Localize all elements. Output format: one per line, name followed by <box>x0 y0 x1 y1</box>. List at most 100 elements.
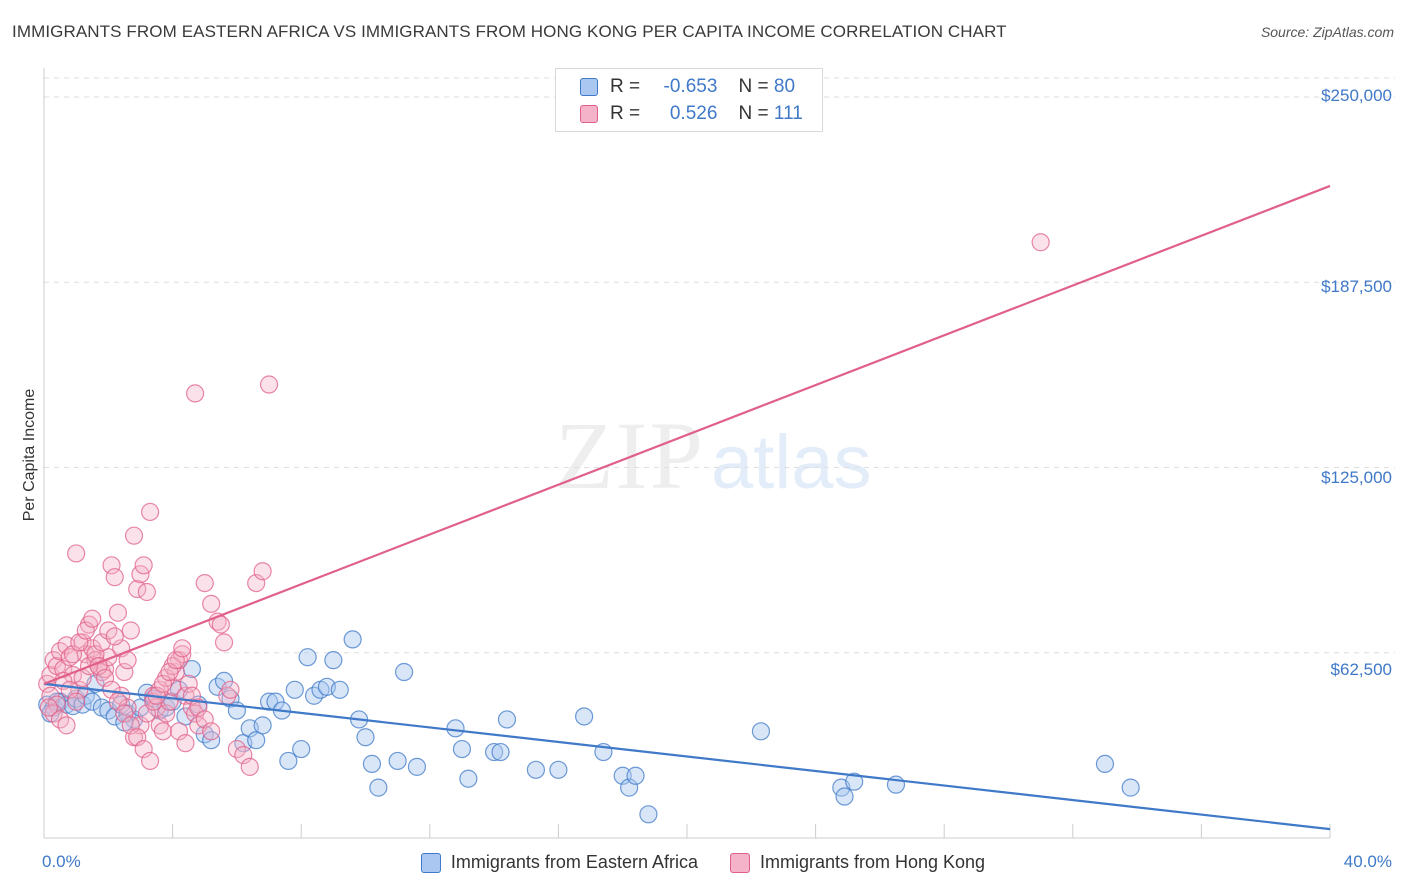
legend-n-value: 111 <box>773 103 803 124</box>
hong-kong-point <box>202 722 221 741</box>
eastern-africa-point <box>845 772 864 791</box>
eastern-africa-point <box>1121 778 1140 797</box>
hong-kong-point <box>166 651 185 670</box>
legend-n-value: 80 <box>773 76 796 97</box>
watermark-atlas: atlas <box>711 420 872 505</box>
hong-kong-point <box>57 716 76 735</box>
hong-kong-point <box>140 751 160 771</box>
legend-row-hong-kong: R = 0.526 N = 111 <box>580 102 803 126</box>
eastern-africa-point <box>497 710 517 729</box>
legend-r-label: R = <box>610 103 641 124</box>
eastern-africa-point <box>343 630 362 649</box>
hong-kong-point <box>76 621 95 640</box>
hong-kong-point <box>179 674 198 693</box>
eastern-africa-point <box>279 751 298 771</box>
hong-kong-point <box>186 384 205 403</box>
eastern-africa-point <box>452 739 472 759</box>
eastern-africa-point <box>285 680 304 699</box>
hong-kong-point <box>234 745 253 765</box>
hong-kong-point <box>70 633 89 652</box>
series-legend-eastern-africa[interactable]: Immigrants from Eastern Africa <box>420 852 698 873</box>
y-tick-125000: $125,000 <box>1321 468 1392 487</box>
eastern-africa-point <box>526 760 545 779</box>
hong-kong-point <box>67 692 86 711</box>
hong-kong-point <box>253 562 272 581</box>
eastern-africa-point <box>446 719 465 738</box>
eastern-africa-point <box>394 662 414 682</box>
legend-n-label: N = <box>738 103 769 124</box>
hong-kong-point <box>259 375 279 394</box>
eastern-africa-point <box>620 778 639 797</box>
hong-kong-point <box>153 722 173 741</box>
hong-kong-point <box>86 645 105 664</box>
eastern-africa-point <box>214 671 234 691</box>
hong-kong-point <box>95 668 115 688</box>
hong-kong-point <box>39 698 58 717</box>
series-legend-label: Immigrants from Hong Kong <box>759 852 986 872</box>
hong-kong-point <box>189 698 208 717</box>
legend-swatch-blue <box>580 78 598 96</box>
eastern-africa-point <box>639 805 658 824</box>
eastern-africa-point <box>835 787 854 806</box>
legend-n-label: N = <box>738 76 769 97</box>
series-legend-label: Immigrants from Eastern Africa <box>450 852 698 872</box>
eastern-africa-point <box>292 739 311 759</box>
hong-kong-point <box>102 556 121 575</box>
series-swatch-blue <box>420 852 441 873</box>
watermark-zip: ZIP <box>555 402 705 509</box>
hong-kong-point <box>153 674 173 693</box>
eastern-africa-point <box>626 766 645 785</box>
hong-kong-point <box>134 739 153 759</box>
eastern-africa-point <box>298 648 317 667</box>
y-axis-label: Per Capita Income <box>21 388 38 522</box>
chart-title: IMMIGRANTS FROM EASTERN AFRICA VS IMMIGR… <box>12 22 1007 41</box>
series-swatch-pink <box>729 852 750 873</box>
hong-kong-point <box>195 573 214 593</box>
hong-kong-point <box>115 662 134 682</box>
hong-kong-point <box>121 621 140 640</box>
eastern-africa-point <box>575 707 594 726</box>
eastern-africa-point <box>324 651 343 670</box>
y-tick-187500: $187,500 <box>1321 277 1392 296</box>
hong-kong-point <box>131 716 150 735</box>
eastern-africa-point <box>83 692 102 711</box>
eastern-africa-point <box>356 728 375 747</box>
eastern-africa-point <box>751 722 771 741</box>
legend-r-label: R = <box>610 76 641 97</box>
eastern-africa-point <box>491 742 510 762</box>
hong-kong-point <box>247 573 266 593</box>
hong-kong-point <box>105 568 124 587</box>
source-label: Source: ZipAtlas.com <box>1260 24 1394 40</box>
eastern-africa-point <box>549 760 568 779</box>
legend-r-value: -0.653 <box>663 76 718 97</box>
eastern-africa-point <box>613 766 632 785</box>
correlation-legend: R = -0.653 N = 80 R = 0.526 N = 111 <box>555 68 823 132</box>
x-tick-min: 0.0% <box>42 852 81 871</box>
hong-kong-point <box>195 710 214 729</box>
hong-kong-point <box>173 639 192 658</box>
eastern-africa-point <box>362 754 382 774</box>
eastern-africa-point <box>459 769 478 788</box>
series-legend-hong-kong[interactable]: Immigrants from Hong Kong <box>729 852 986 873</box>
hong-kong-point <box>134 556 153 575</box>
legend-swatch-pink <box>580 105 598 123</box>
series-legend: Immigrants from Eastern Africa Immigrant… <box>0 852 1406 873</box>
hong-kong-point <box>1031 233 1050 252</box>
hong-kong-point <box>121 716 140 735</box>
hong-kong-point <box>202 594 221 613</box>
hong-kong-point <box>83 609 102 628</box>
legend-r-value: 0.526 <box>669 103 718 124</box>
eastern-africa-point <box>407 757 427 776</box>
y-tick-62500: $62,500 <box>1330 660 1392 679</box>
hong-kong-point <box>63 645 83 664</box>
hong-kong-point <box>214 633 234 652</box>
eastern-africa-point <box>330 680 349 699</box>
hong-kong-point <box>240 757 259 776</box>
hong-kong-point <box>221 680 240 699</box>
eastern-africa-point <box>253 716 272 735</box>
eastern-africa-point <box>388 751 407 771</box>
hong-kong-point <box>137 704 156 723</box>
hong-kong-point <box>140 502 160 522</box>
hong-kong-point <box>157 704 176 723</box>
